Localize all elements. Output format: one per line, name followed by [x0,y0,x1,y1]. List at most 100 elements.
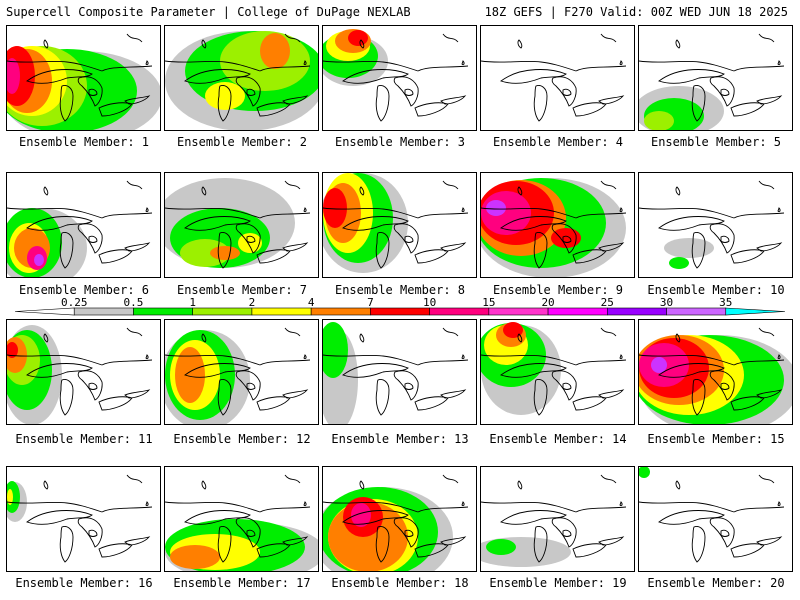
great-lakes-outline [639,180,785,269]
color-scale-segment [488,307,549,316]
scp-field-map [323,29,469,122]
color-scale-segment [14,307,75,316]
color-scale-segment [370,307,430,316]
color-scale-tick-label: 20 [541,296,554,309]
great-lakes-outline [323,180,469,269]
scp-contour-area [7,58,20,94]
color-scale-tick-label: 35 [719,296,732,309]
scp-field-map [165,178,311,269]
member-map-panel [322,466,477,572]
scp-field-map [481,322,627,416]
scp-contour-area [180,239,230,267]
scp-contour-area [503,322,523,338]
member-map-panel [480,466,635,572]
scp-field-map [639,33,785,130]
scp-contour-area [486,539,516,555]
ensemble-member-label: Ensemble Member: 7 [176,283,308,297]
great-lakes-outline [323,33,469,122]
scp-contour-area [323,188,347,228]
great-lakes-outline [323,327,469,416]
great-lakes-outline [7,474,153,563]
color-scale-tick-label: 0.5 [124,296,144,309]
member-map-panel [322,172,477,278]
scp-contour-area [664,238,714,258]
scp-field-map [165,474,318,571]
scp-contour-area [351,503,371,527]
member-map-panel [322,319,477,425]
scp-field-map [323,474,469,571]
scp-contour-area [7,342,18,358]
member-map-panel [638,172,793,278]
great-lakes-outline [323,474,469,563]
scp-contour-area [348,30,368,46]
ensemble-member-label: Ensemble Member: 11 [15,432,153,446]
scp-field-map [481,178,627,277]
color-scale-tick-label: 30 [660,296,673,309]
color-scale-tick-label: 25 [601,296,614,309]
color-scale-tick-label: 0.25 [61,296,88,309]
scp-contour-area [551,228,581,248]
color-scale-segment [310,307,371,316]
ensemble-member-label: Ensemble Member: 16 [15,576,153,590]
color-scale-segment [607,307,667,316]
member-map-panel [164,172,319,278]
scp-contour-area [323,322,348,378]
member-map-panel [164,25,319,131]
ensemble-member-label: Ensemble Member: 2 [176,135,308,149]
great-lakes-outline [481,33,627,122]
great-lakes-outline [165,33,311,122]
color-scale-tick-label: 10 [423,296,436,309]
scp-field-map [481,33,627,122]
color-scale-segment [725,307,786,316]
great-lakes-outline [7,33,153,122]
great-lakes-outline [7,180,153,269]
color-scale-tick-label: 4 [308,296,315,309]
model-run-info: 18Z GEFS | F270 Valid: 00Z WED JUN 18 20… [484,5,788,19]
scp-field-map [323,322,469,424]
scp-contour-area [170,545,220,569]
color-scale-segment [429,307,490,316]
scp-contour-area [7,481,20,513]
page-title: Supercell Composite Parameter | College … [6,5,411,19]
color-scale-segment [73,307,134,316]
ensemble-member-label: Ensemble Member: 20 [647,576,785,590]
ensemble-member-label: Ensemble Member: 9 [492,283,624,297]
ensemble-member-label: Ensemble Member: 18 [331,576,469,590]
scp-field-map [7,33,160,130]
scp-contour-area [669,257,689,269]
ensemble-member-label: Ensemble Member: 4 [492,135,624,149]
member-map-panel [6,466,161,572]
ensemble-member-label: Ensemble Member: 12 [173,432,311,446]
color-scale-segment [547,307,608,316]
member-map-panel [480,172,635,278]
ensemble-member-label: Ensemble Member: 1 [18,135,150,149]
color-scale-tick-label: 2 [249,296,256,309]
great-lakes-outline [165,474,311,563]
member-map-panel [322,25,477,131]
scp-contour-area [644,111,674,130]
great-lakes-outline [639,474,785,563]
scp-contour-area [205,82,245,110]
color-scale-tick-label: 15 [482,296,495,309]
scp-contour-area [7,489,13,505]
color-scale-segment [251,307,312,316]
color-scale-tick-label: 7 [367,296,374,309]
scp-contour-area [639,467,650,478]
scp-contour-area [260,33,290,69]
ensemble-member-label: Ensemble Member: 15 [647,432,785,446]
color-scale-tick-label: 1 [189,296,196,309]
scp-field-map [639,180,785,269]
great-lakes-outline [165,180,311,269]
great-lakes-outline [639,327,785,416]
scp-contour-area [651,357,667,373]
color-scale-segment [133,307,193,316]
scp-field-map [7,180,153,277]
ensemble-member-label: Ensemble Member: 19 [489,576,627,590]
scp-field-map [165,31,318,130]
member-map-panel [6,25,161,131]
member-map-panel [164,466,319,572]
ensemble-member-label: Ensemble Member: 8 [334,283,466,297]
scp-contour-area [175,347,205,403]
scp-field-map [7,474,153,563]
great-lakes-outline [481,474,627,563]
